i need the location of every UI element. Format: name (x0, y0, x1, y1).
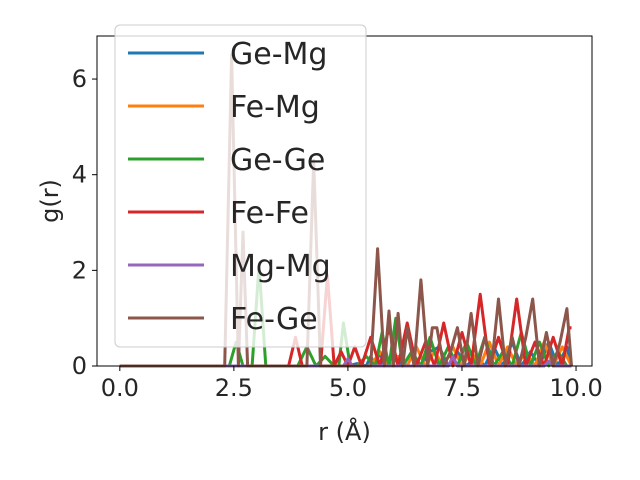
legend-label: Mg-Mg (230, 249, 331, 284)
axis-ticks: 0.0 2.5 5.0 7.5 10.0 0 2 4 6 (72, 65, 603, 402)
x-tick-label: 5.0 (329, 374, 367, 402)
x-tick-label: 2.5 (215, 374, 253, 402)
legend-label: Fe-Fe (230, 196, 309, 231)
x-axis-label: r (Å) (318, 417, 371, 446)
x-tick-label: 10.0 (549, 374, 602, 402)
series-line-mg-mg (119, 354, 572, 368)
legend-label: Fe-Ge (230, 302, 318, 337)
legend-box (114, 24, 367, 348)
y-tick-label: 4 (72, 161, 87, 189)
legend-label: Ge-Ge (230, 143, 325, 178)
y-axis-label: g(r) (36, 179, 64, 223)
legend-label: Fe-Mg (230, 90, 320, 125)
x-tick-label: 7.5 (443, 374, 481, 402)
y-tick-label: 6 (72, 65, 87, 93)
legend: Ge-Mg Fe-Mg Ge-Ge Fe-Fe Mg-Mg Fe-Ge (114, 24, 367, 348)
y-tick-label: 0 (72, 352, 87, 380)
y-tick-label: 2 (72, 256, 87, 284)
x-tick-label: 0.0 (101, 374, 139, 402)
legend-label: Ge-Mg (230, 37, 327, 72)
